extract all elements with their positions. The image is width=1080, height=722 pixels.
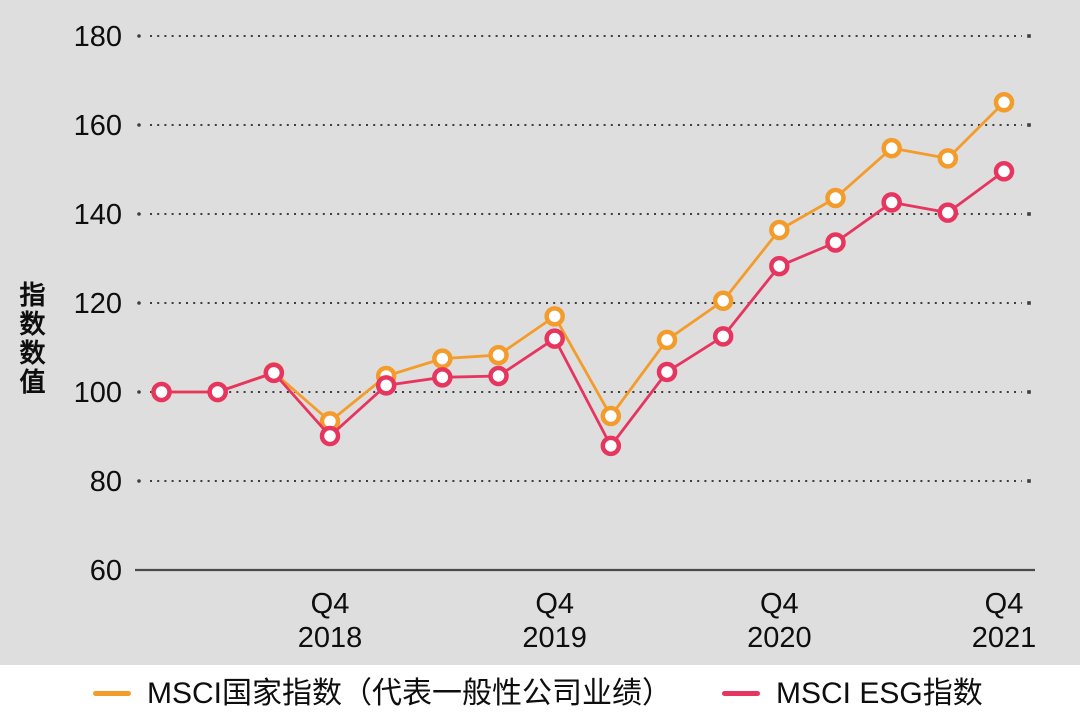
- data-point-marker-esg-index: [432, 367, 453, 388]
- x-tick-label-quarter: Q4: [535, 588, 574, 620]
- legend-swatch-orange-line: [93, 691, 131, 696]
- gridline-end-dot: [1027, 479, 1031, 483]
- data-point-marker-country-index: [488, 344, 509, 366]
- data-point-marker-country-index: [937, 148, 959, 169]
- series-line-country-index: [161, 101, 1005, 423]
- gridline-start-dot: [137, 34, 141, 38]
- y-axis-title: 指数数值: [16, 281, 46, 397]
- x-tick-label-year: 2018: [298, 622, 363, 654]
- data-point-marker-country-index: [432, 348, 453, 369]
- data-point-marker-esg-index: [319, 425, 341, 447]
- x-tick-label-quarter: Q4: [311, 588, 350, 620]
- legend-item-country-index: MSCI国家指数（代表一般性公司业绩）: [93, 665, 672, 722]
- gridline-end-dot: [1027, 301, 1031, 305]
- y-tick-label: 160: [74, 110, 122, 142]
- gridline-start-dot: [137, 479, 141, 483]
- data-point-marker-country-index: [544, 306, 565, 327]
- legend-label-esg-index: MSCI ESG指数: [776, 676, 983, 710]
- data-point-marker-esg-index: [151, 381, 172, 403]
- data-point-marker-esg-index: [825, 232, 846, 253]
- y-tick-label: 140: [74, 199, 122, 231]
- legend-item-esg-index: MSCI ESG指数: [722, 665, 983, 722]
- data-point-marker-esg-index: [207, 381, 228, 403]
- data-point-marker-esg-index: [993, 161, 1015, 182]
- data-point-marker-esg-index: [375, 375, 397, 396]
- data-point-marker-esg-index: [937, 202, 959, 223]
- gridline-end-dot: [1027, 34, 1031, 38]
- line-chart: 6080100120140160180Q42018Q42019Q42020Q42…: [74, 21, 1037, 654]
- y-tick-label: 100: [74, 377, 122, 409]
- data-point-marker-esg-index: [769, 255, 790, 277]
- data-point-marker-esg-index: [488, 365, 509, 387]
- x-tick-label-year: 2021: [972, 622, 1037, 654]
- data-point-marker-esg-index: [712, 326, 734, 347]
- data-point-marker-country-index: [712, 290, 734, 312]
- data-point-marker-esg-index: [656, 361, 678, 383]
- data-point-marker-country-index: [825, 187, 846, 209]
- legend-swatch-pink-line: [722, 691, 760, 696]
- x-tick-label-year: 2020: [747, 622, 812, 654]
- y-tick-label: 80: [90, 466, 122, 498]
- gridline-start-dot: [137, 301, 141, 305]
- gridline-start-dot: [137, 390, 141, 394]
- chart-plot-panel: 60 80 100 120 140 160 180 Q4 2018 Q4 2019 Q4 2020 Q4 2…: [0, 0, 1080, 665]
- data-point-marker-esg-index: [881, 192, 902, 213]
- x-tick-label-quarter: Q4: [760, 588, 799, 620]
- gridline-start-dot: [137, 212, 141, 216]
- data-point-marker-country-index: [881, 137, 902, 159]
- y-tick-label: 60: [90, 555, 122, 587]
- data-point-marker-esg-index: [600, 435, 622, 457]
- data-point-marker-country-index: [656, 329, 678, 351]
- series-line-esg-index: [161, 170, 1005, 448]
- data-point-marker-esg-index: [263, 362, 285, 384]
- x-tick-label-quarter: Q4: [985, 588, 1024, 620]
- data-point-marker-country-index: [769, 219, 790, 241]
- y-tick-label: 120: [74, 288, 122, 320]
- gridline-end-dot: [1027, 212, 1031, 216]
- legend: MSCI国家指数（代表一般性公司业绩） MSCI ESG指数: [0, 665, 1080, 722]
- gridline-start-dot: [137, 123, 141, 127]
- gridline-end-dot: [1027, 390, 1031, 394]
- gridline-end-dot: [1027, 123, 1031, 127]
- x-tick-label-year: 2019: [522, 622, 587, 654]
- data-point-marker-country-index: [600, 405, 622, 427]
- y-tick-label: 180: [74, 21, 122, 53]
- data-point-marker-country-index: [993, 92, 1015, 113]
- legend-label-country-index: MSCI国家指数（代表一般性公司业绩）: [147, 676, 672, 710]
- data-point-marker-esg-index: [544, 328, 565, 349]
